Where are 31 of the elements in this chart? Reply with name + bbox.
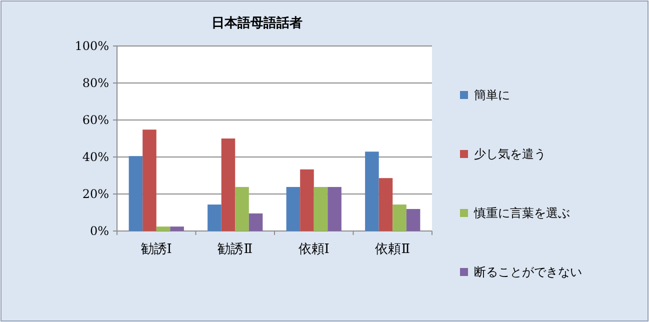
legend-label: 慎重に言葉を選ぶ (473, 206, 570, 220)
bar (221, 138, 236, 231)
bar (156, 226, 170, 231)
bar (300, 169, 314, 231)
bar (328, 186, 342, 231)
chart-title: 日本語母語話者 (212, 15, 302, 31)
bar (170, 226, 184, 231)
y-tick-label: 60% (82, 113, 109, 127)
bar (142, 130, 156, 231)
y-tick-label: 0% (90, 224, 109, 238)
bar (128, 156, 143, 231)
legend-label: 少し気を遣う (474, 147, 546, 161)
legend-label: 断ることができない (474, 265, 582, 279)
x-tick-label: 依頼Ⅱ (375, 242, 410, 257)
x-tick-label: 勧誘Ⅰ (140, 242, 172, 257)
y-tick-label: 40% (82, 150, 109, 164)
bar (286, 186, 300, 231)
bar (208, 204, 222, 231)
bar (235, 186, 249, 231)
y-tick-label: 20% (82, 187, 109, 201)
x-tick-label: 勧誘Ⅱ (218, 242, 253, 257)
bar (378, 178, 393, 231)
bar (314, 186, 328, 231)
x-tick-label: 依頼Ⅰ (298, 242, 330, 257)
y-tick-label: 80% (82, 76, 109, 90)
bar (406, 208, 420, 231)
bar (248, 213, 263, 231)
bar (392, 204, 406, 231)
legend-label: 簡単に (474, 88, 510, 102)
bar (365, 152, 379, 231)
y-tick-label: 100% (74, 39, 109, 53)
